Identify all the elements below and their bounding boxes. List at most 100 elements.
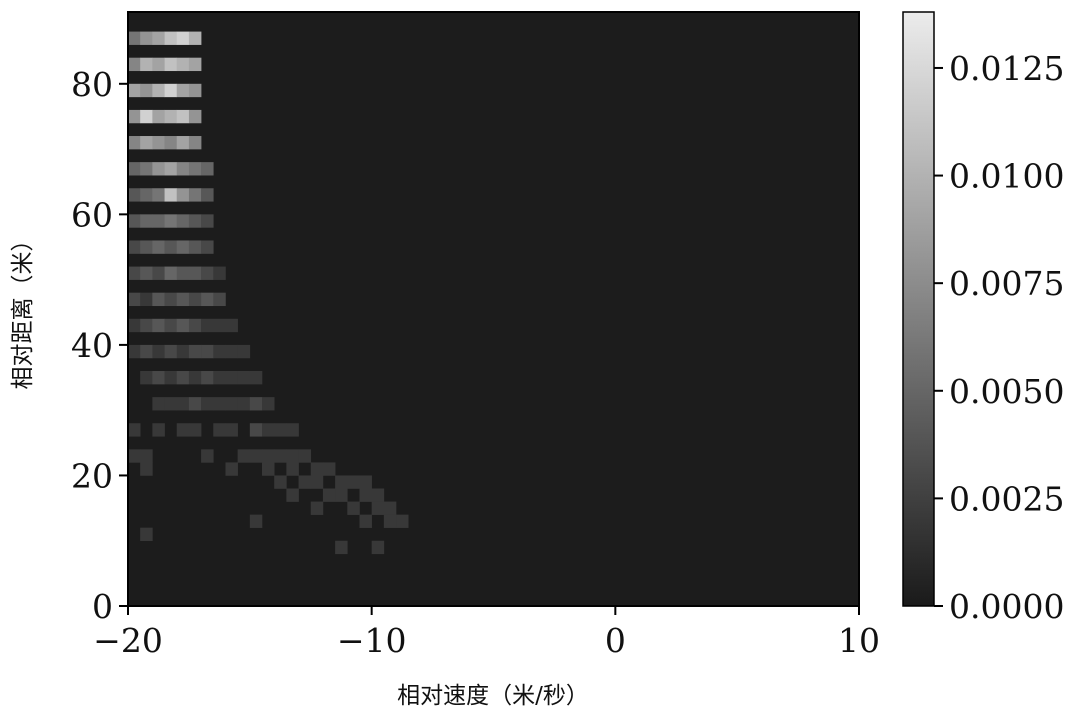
heatmap-cell <box>310 462 324 476</box>
colorbar <box>902 11 935 607</box>
heatmap-cell <box>140 266 153 280</box>
heatmap-cell <box>176 214 190 228</box>
heatmap-cell <box>152 266 165 280</box>
heatmap-cell <box>237 371 251 385</box>
plot-frame <box>127 11 860 607</box>
heatmap-cell <box>225 318 238 333</box>
heatmap-cell <box>164 214 178 228</box>
heatmap-cell <box>140 57 153 72</box>
heatmap-cell <box>262 449 275 463</box>
heatmap-cell <box>322 462 336 476</box>
heatmap-cell <box>310 501 324 515</box>
heatmap-cell <box>347 475 360 489</box>
heatmap-cell <box>152 240 165 254</box>
heatmap-cell <box>128 240 141 254</box>
heatmap-cell <box>164 371 178 385</box>
y-axis: 0 20 40 60 80 <box>71 65 128 626</box>
heatmap-cell <box>176 57 190 72</box>
heatmap-cell <box>237 397 251 411</box>
heatmap-cell <box>128 136 141 150</box>
heatmap-cell <box>140 462 153 476</box>
y-axis-title: 相对距离（米） <box>10 229 36 390</box>
heatmap-cell <box>176 397 190 411</box>
heatmap-cell <box>188 344 202 359</box>
colorbar-tick-label: 0.0100 <box>949 157 1064 196</box>
heatmap-cell <box>335 475 348 489</box>
heatmap-cell <box>128 449 141 463</box>
heatmap-cell <box>359 475 372 489</box>
heatmap-cell <box>322 488 336 502</box>
heatmap-cell <box>213 371 226 385</box>
heatmap-cell <box>383 501 397 515</box>
heatmap-cell <box>140 162 153 176</box>
heatmap-cell <box>371 540 385 555</box>
heatmap-cell <box>249 514 263 528</box>
heatmap-cell <box>262 423 275 437</box>
heatmap-cell <box>371 501 385 515</box>
heatmap-cell <box>164 162 178 176</box>
heatmap-cell <box>188 162 202 176</box>
heatmap-cell <box>140 136 153 150</box>
heatmap-cell <box>188 31 202 45</box>
heatmap-cell <box>188 136 202 150</box>
heatmap-cell <box>140 371 153 385</box>
heatmap-cell <box>225 344 238 359</box>
heatmap-cell <box>213 397 226 411</box>
heatmap-cell <box>164 83 178 98</box>
y-tick-label: 60 <box>71 195 113 234</box>
heatmap-cell <box>201 162 214 176</box>
colorbar-tick-label: 0.0050 <box>949 372 1064 411</box>
heatmap-cell <box>128 188 141 202</box>
heatmap-cell <box>164 136 178 150</box>
heatmap-cell <box>152 292 165 307</box>
heatmap-cell <box>164 109 178 124</box>
heatmap-cell <box>201 371 214 385</box>
heatmap-cell <box>128 31 141 45</box>
heatmap-cell <box>274 449 287 463</box>
heatmap-cell <box>237 344 251 359</box>
heatmap-cell <box>188 188 202 202</box>
heatmap-cell <box>213 318 226 333</box>
heatmap-cell <box>310 475 324 489</box>
heatmap-cell <box>201 318 214 333</box>
heatmap-cell <box>152 344 165 359</box>
heatmap-cell <box>213 344 226 359</box>
heatmap-cell <box>128 162 141 176</box>
heatmap-cell <box>213 423 226 437</box>
heatmap-cell <box>201 449 214 463</box>
heatmap-cell <box>176 109 190 124</box>
heatmap-cell <box>396 514 409 528</box>
heatmap-cell <box>152 318 165 333</box>
y-tick-label: 20 <box>71 456 113 495</box>
plot-background <box>128 12 859 606</box>
heatmap-cell <box>128 266 141 280</box>
heatmap-cell <box>274 423 287 437</box>
heatmap-cell <box>274 475 287 489</box>
x-tick-label: −10 <box>337 621 407 660</box>
heatmap-cell <box>347 501 360 515</box>
heatmap-cell <box>128 344 141 359</box>
heatmap-cell <box>249 371 263 385</box>
heatmap-cell <box>176 344 190 359</box>
colorbar-tick-label: 0.0025 <box>949 479 1064 518</box>
heatmap-cell <box>201 397 214 411</box>
heatmap-cell <box>140 344 153 359</box>
heatmap-cell <box>140 292 153 307</box>
heatmap-cell <box>164 344 178 359</box>
heatmap-cell <box>249 449 263 463</box>
heatmap-cell <box>359 488 372 502</box>
heatmap-cell <box>188 240 202 254</box>
heatmap-cell <box>225 397 238 411</box>
heatmap-cell <box>140 31 153 45</box>
heatmap-cell <box>164 397 178 411</box>
heatmap-cell <box>164 57 178 72</box>
heatmap-cell <box>188 109 202 124</box>
heatmap-cell <box>164 188 178 202</box>
heatmap-cell <box>140 527 153 542</box>
heatmap-cell <box>383 514 397 528</box>
heatmap-cell <box>152 162 165 176</box>
heatmap-cell <box>188 292 202 307</box>
heatmap-cell <box>128 83 141 98</box>
heatmap-cell <box>286 462 299 476</box>
heatmap-cell <box>176 371 190 385</box>
